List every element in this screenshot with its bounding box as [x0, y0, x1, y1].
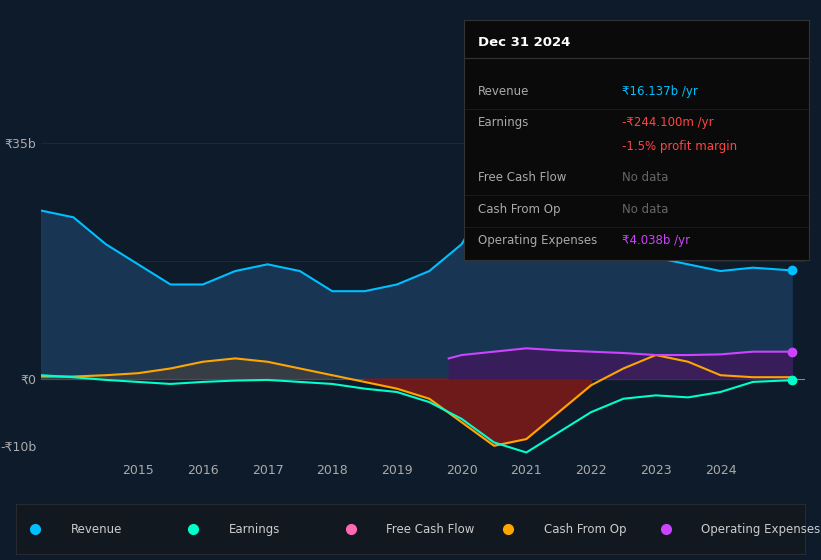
Text: Cash From Op: Cash From Op: [478, 203, 560, 216]
Text: No data: No data: [622, 203, 669, 216]
Text: -₹244.100m /yr: -₹244.100m /yr: [622, 116, 714, 129]
Text: Dec 31 2024: Dec 31 2024: [478, 36, 570, 49]
Text: No data: No data: [622, 171, 669, 184]
Text: Revenue: Revenue: [478, 85, 529, 97]
Text: Cash From Op: Cash From Op: [544, 522, 626, 536]
Text: Earnings: Earnings: [478, 116, 529, 129]
Text: -1.5% profit margin: -1.5% profit margin: [622, 140, 737, 153]
Text: Revenue: Revenue: [71, 522, 122, 536]
Text: Operating Expenses: Operating Expenses: [478, 234, 597, 247]
Text: Earnings: Earnings: [228, 522, 280, 536]
Text: Operating Expenses: Operating Expenses: [701, 522, 820, 536]
Text: Free Cash Flow: Free Cash Flow: [478, 171, 566, 184]
Text: ₹4.038b /yr: ₹4.038b /yr: [622, 234, 690, 247]
Text: ₹16.137b /yr: ₹16.137b /yr: [622, 85, 699, 97]
Text: Free Cash Flow: Free Cash Flow: [386, 522, 475, 536]
